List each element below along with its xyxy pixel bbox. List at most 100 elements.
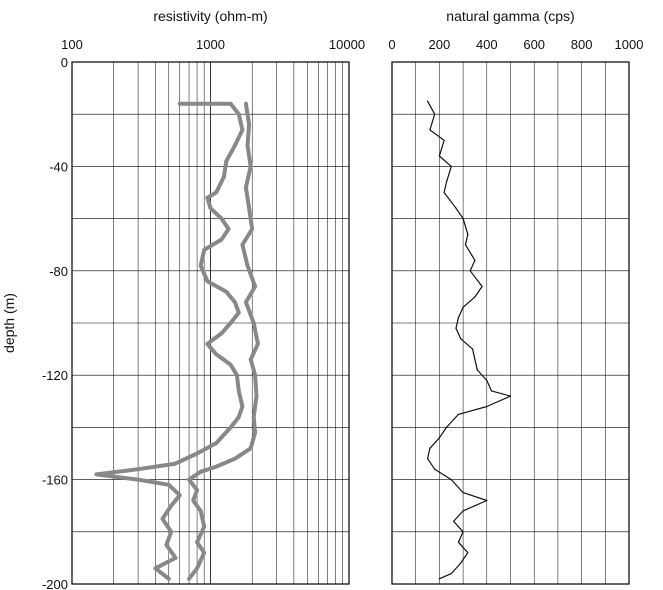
data-point [167, 483, 171, 487]
data-point [248, 164, 253, 169]
data-point [462, 218, 464, 220]
data-point [198, 469, 203, 474]
data-point [455, 207, 457, 209]
data-point [445, 426, 448, 428]
data-point [476, 369, 478, 371]
data-point [236, 310, 241, 315]
data-point [236, 112, 241, 116]
data-point [509, 395, 512, 397]
data-point [169, 530, 173, 534]
data-point [462, 306, 464, 308]
data-point [450, 479, 452, 481]
data-point [219, 331, 224, 336]
data-point [245, 263, 250, 268]
data-point [136, 477, 140, 482]
data-point [450, 572, 452, 575]
data-point [474, 358, 476, 361]
data-point [235, 373, 239, 378]
data-point [256, 342, 260, 346]
data-point [251, 415, 256, 419]
data-point [195, 566, 199, 571]
data-point [467, 552, 469, 554]
data-point [214, 464, 219, 469]
data-point [214, 190, 219, 195]
data-point [445, 181, 448, 183]
chart-title: natural gamma (cps) [446, 8, 574, 24]
data-point [486, 405, 488, 408]
data-point [426, 100, 429, 102]
data-point [160, 516, 165, 521]
y-tick-label: -40 [49, 159, 68, 174]
plot-frame [391, 61, 630, 585]
data-point [443, 191, 445, 194]
data-point [195, 488, 199, 492]
data-point [457, 317, 459, 319]
data-point [438, 155, 440, 157]
data-point [205, 342, 210, 346]
data-point [474, 296, 476, 298]
data-point [94, 472, 99, 477]
data-point [214, 352, 219, 357]
data-point [205, 279, 210, 284]
data-point [228, 362, 233, 367]
data-point [438, 578, 440, 580]
data-point [233, 456, 237, 461]
data-point [462, 492, 464, 494]
data-point [471, 348, 474, 350]
data-point [240, 404, 245, 409]
series-line [94, 101, 245, 581]
data-point [486, 499, 488, 502]
data-point [228, 101, 233, 106]
data-point [224, 159, 229, 163]
x-tick-label: 800 [571, 37, 593, 52]
data-point [173, 556, 178, 560]
x-tick-label: 10000 [329, 37, 365, 52]
data-point [226, 227, 231, 231]
data-point [460, 562, 462, 564]
data-point [240, 128, 245, 132]
y-tick-label: -80 [49, 264, 68, 279]
data-point [490, 390, 493, 392]
x-tick-label: 1000 [615, 37, 644, 52]
data-point [464, 244, 467, 246]
data-point [205, 195, 210, 200]
data-point [240, 242, 245, 247]
x-tick-label: 1000 [196, 37, 225, 52]
data-point [172, 462, 177, 466]
data-point [467, 233, 469, 235]
data-point [191, 498, 195, 503]
y-tick-label: -200 [42, 577, 68, 590]
data-point [198, 263, 203, 268]
data-point [434, 468, 436, 470]
data-point [434, 113, 436, 115]
data-point [481, 285, 483, 288]
data-point [250, 227, 254, 231]
data-point [254, 394, 259, 398]
data-point [453, 520, 455, 522]
data-point [429, 129, 431, 131]
x-tick-label: 200 [429, 37, 451, 52]
data-point [253, 430, 257, 435]
data-point [253, 284, 257, 289]
data-point [455, 327, 457, 329]
y-axis-label: depth (m) [1, 293, 17, 353]
data-point [177, 493, 182, 498]
data-point [208, 206, 213, 210]
data-point [245, 143, 250, 148]
data-point [244, 185, 248, 190]
data-point [177, 101, 182, 106]
data-point [474, 259, 476, 261]
data-point [244, 300, 248, 304]
data-point [169, 503, 173, 508]
data-point [460, 338, 462, 340]
x-tick-label: 600 [523, 37, 545, 52]
data-point [457, 413, 459, 415]
data-point [236, 415, 241, 419]
data-point [219, 216, 224, 221]
data-point [224, 289, 229, 294]
data-point [198, 509, 203, 513]
data-point [462, 510, 464, 512]
data-point [167, 576, 171, 581]
data-point [195, 540, 199, 545]
